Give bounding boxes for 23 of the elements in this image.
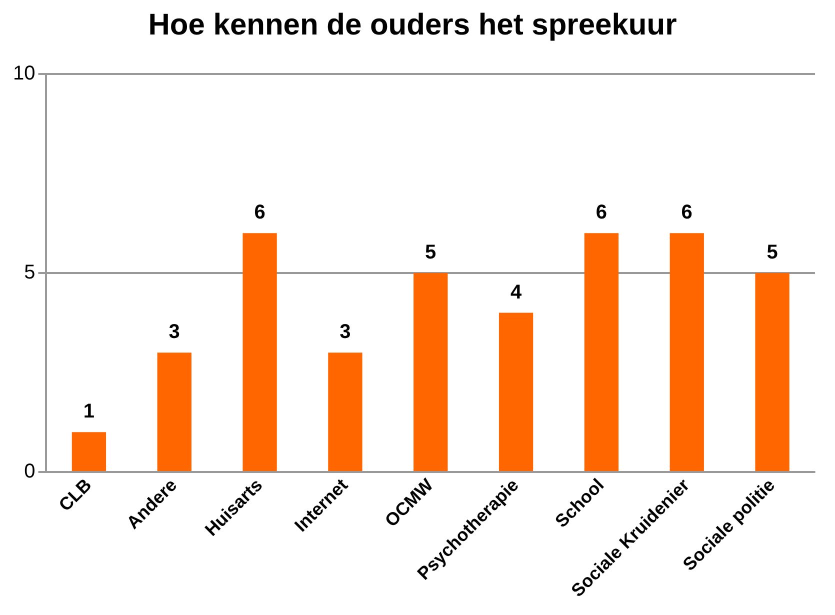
y-tick-label: 5 <box>24 262 36 284</box>
bar <box>414 272 448 471</box>
data-label: 3 <box>340 321 351 344</box>
bar <box>755 272 790 471</box>
data-label: 6 <box>596 202 608 224</box>
chart-title: Hoe kennen de ouders het spreekuur <box>148 8 678 42</box>
data-label: 5 <box>766 242 778 264</box>
bar <box>670 233 704 471</box>
bar <box>157 352 192 471</box>
y-tick-label: 0 <box>24 460 36 482</box>
bar <box>584 233 619 471</box>
bar <box>498 312 534 471</box>
bar <box>242 233 277 471</box>
data-label: 3 <box>168 321 180 344</box>
x-tick-label: CLB <box>54 474 96 516</box>
data-label: 6 <box>681 202 692 224</box>
data-label: 6 <box>254 202 266 224</box>
data-label: 5 <box>425 242 436 264</box>
bar <box>328 352 362 471</box>
bar <box>72 432 106 471</box>
data-label: 1 <box>83 400 95 423</box>
y-tick-label: 10 <box>12 62 36 85</box>
data-label: 4 <box>510 281 522 304</box>
